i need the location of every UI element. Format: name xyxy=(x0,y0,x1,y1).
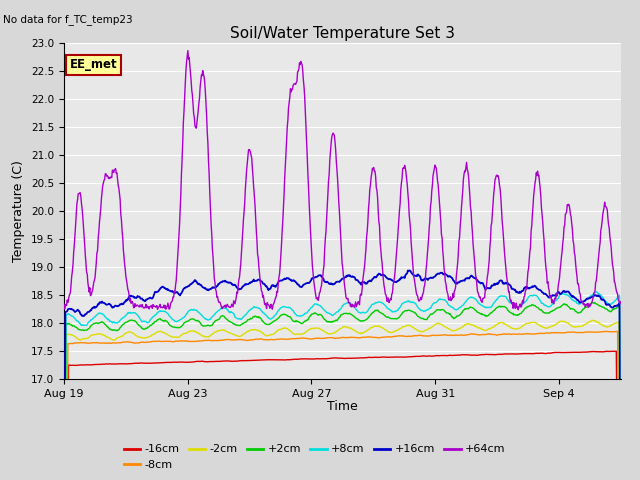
Title: Soil/Water Temperature Set 3: Soil/Water Temperature Set 3 xyxy=(230,25,455,41)
Legend: -16cm, -8cm, -2cm, +2cm, +8cm, +16cm, +64cm: -16cm, -8cm, -2cm, +2cm, +8cm, +16cm, +6… xyxy=(119,440,510,474)
X-axis label: Time: Time xyxy=(327,400,358,413)
Text: No data for f_TC_temp23: No data for f_TC_temp23 xyxy=(3,14,133,25)
Y-axis label: Temperature (C): Temperature (C) xyxy=(12,160,26,262)
Text: EE_met: EE_met xyxy=(70,59,117,72)
